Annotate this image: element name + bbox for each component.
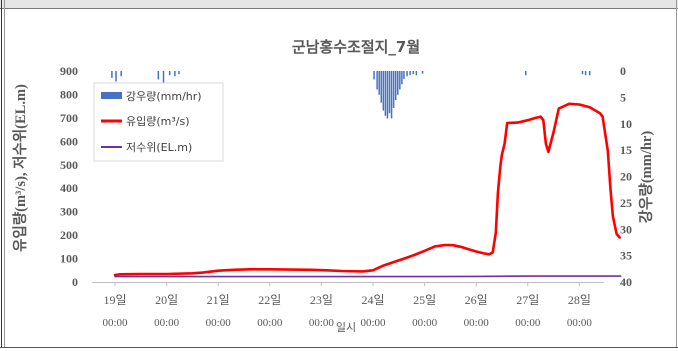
y-axis-right-ticks: 0 5 10 15 20 25 30 35 40 (620, 64, 632, 289)
y-axis-right-tick-label: 25 (620, 196, 632, 210)
x-axis-tick-date: 25일 (413, 293, 436, 307)
series-lines (113, 102, 622, 278)
y-axis-left-tick-label: 400 (60, 181, 78, 195)
legend-label-rainfall: 강우량(mm/hr) (126, 90, 202, 103)
y-axis-right-tick-label: 0 (620, 64, 626, 78)
rainfall-bar (524, 71, 527, 76)
inflow-line (113, 102, 621, 277)
x-axis-tick-time: 00:00 (464, 317, 490, 329)
y-axis-right-tick-label: 35 (620, 249, 632, 263)
y-axis-right-tick-label: 10 (620, 117, 632, 131)
rainfall-bar (588, 71, 591, 76)
rainfall-bar (401, 71, 403, 85)
x-axis-tick-time: 00:00 (360, 317, 386, 329)
rainfall-bar (168, 71, 171, 76)
rainfall-bar (378, 71, 380, 95)
y-axis-left-tick-label: 500 (60, 158, 78, 172)
legend-label-inflow: 유입량(m³/s) (126, 115, 190, 128)
rainfall-bar (157, 71, 160, 80)
rainfall-bar (115, 71, 117, 82)
y-axis-left-tick-label: 200 (60, 228, 78, 242)
x-axis-tick-date: 21일 (207, 293, 230, 307)
legend-label-water-level: 저수위(EL.m) (126, 141, 192, 154)
y-axis-left-ticks: 0 100 200 300 400 500 600 700 800 900 (60, 64, 78, 289)
rainfall-bar (388, 71, 391, 114)
x-axis-ticks: 19일 00:00 20일 00:00 21일 00:00 22일 00:00 23일 00:00… (102, 282, 592, 329)
rainfall-bar (390, 71, 393, 119)
rainfall-bar (584, 71, 587, 76)
y-axis-left-tick-label: 0 (72, 275, 78, 289)
x-axis-tick-date: 22일 (258, 293, 281, 307)
y-axis-left-tick-label: 700 (60, 111, 78, 125)
x-axis-tick-time: 00:00 (257, 317, 283, 329)
rainfall-bar (415, 71, 418, 76)
x-axis-tick-date: 19일 (103, 293, 126, 307)
rainfall-bar (162, 71, 165, 84)
top-toolbar-strip (0, 0, 678, 8)
rainfall-bar (406, 71, 408, 77)
y-axis-right-tick-label: 15 (620, 143, 632, 157)
x-axis-tick-time: 00:00 (309, 317, 335, 329)
y-axis-left-label: 유입량(m³/s), 저수위(EL.m) (11, 84, 29, 252)
rainfall-bar (120, 71, 122, 77)
rainfall-bars (111, 71, 591, 119)
x-axis-tick-date: 23일 (310, 293, 333, 307)
rainfall-bar (409, 71, 411, 76)
rainfall-bar (373, 71, 375, 80)
rainfall-bar (403, 71, 405, 79)
rainfall-bar (380, 71, 383, 103)
x-axis-tick-date: 27일 (516, 293, 539, 307)
x-axis-tick-date: 24일 (361, 293, 384, 307)
y-axis-left-tick-label: 300 (60, 205, 78, 219)
rainfall-bar (412, 71, 414, 75)
rainfall-bar (399, 71, 401, 90)
x-axis-label: 일시 (336, 320, 356, 334)
y-axis-left-tick-label: 100 (60, 252, 78, 266)
x-axis-tick-time: 00:00 (154, 317, 180, 329)
rainfall-bar (581, 71, 584, 75)
y-axis-right-tick-label: 30 (620, 222, 632, 236)
chart-title: 군남홍수조절지_7월 (292, 38, 420, 56)
y-axis-left-tick-label: 800 (60, 87, 78, 101)
x-axis-tick-date: 20일 (155, 293, 178, 307)
x-axis-tick-date: 26일 (465, 293, 488, 307)
rainfall-bar (382, 71, 385, 111)
rainfall-bar (421, 71, 424, 74)
x-axis-tick-time: 00:00 (567, 317, 593, 329)
x-axis-tick-time: 00:00 (206, 317, 232, 329)
x-axis-tick-date: 28일 (568, 293, 591, 307)
rainfall-bar (178, 71, 180, 75)
x-axis-tick-time: 00:00 (102, 317, 128, 329)
y-axis-right-tick-label: 40 (620, 275, 632, 289)
rainfall-bar (386, 71, 389, 119)
rainfall-bar (397, 71, 399, 95)
y-axis-right-label: 강우량(mm/hr) (637, 131, 655, 224)
rainfall-bar (394, 71, 397, 101)
legend-swatch-rainfall (101, 92, 122, 99)
y-axis-left-tick-label: 600 (60, 134, 78, 148)
legend: 강우량(mm/hr) 유입량(m³/s) 저수위(EL.m) (93, 82, 224, 162)
rainfall-bar (174, 71, 176, 77)
x-axis-tick-time: 00:00 (515, 317, 541, 329)
rainfall-bar (384, 71, 387, 116)
y-axis-right-tick-label: 20 (620, 170, 632, 184)
y-axis-right-tick-label: 5 (620, 90, 626, 104)
rainfall-bar (376, 71, 378, 90)
y-axis-left-tick-label: 900 (60, 64, 78, 78)
water-level-line (114, 275, 622, 278)
x-axis-tick-time: 00:00 (412, 317, 438, 329)
rainfall-bar (111, 71, 113, 78)
rainfall-bar (392, 71, 395, 108)
